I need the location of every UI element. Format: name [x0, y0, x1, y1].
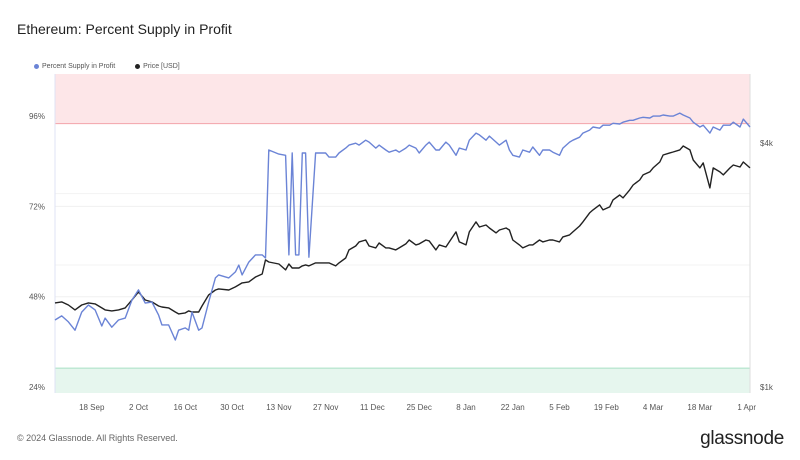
glassnode-logo[interactable]: glassnode — [700, 428, 784, 449]
y-left-tick-label: 72% — [29, 202, 45, 211]
x-tick-label: 30 Oct — [220, 403, 244, 412]
legend-label: Percent Supply in Profit — [42, 63, 116, 70]
x-tick-label: 16 Oct — [174, 403, 198, 412]
price-line — [54, 145, 751, 315]
x-tick-label: 25 Dec — [407, 403, 432, 412]
x-tick-label: 5 Feb — [549, 403, 570, 412]
x-tick-label: 18 Mar — [687, 403, 712, 412]
copyright: © 2024 Glassnode. All Rights Reserved. — [17, 433, 178, 443]
threshold-band — [55, 74, 750, 124]
x-tick-label: 2 Oct — [129, 403, 149, 412]
y-right-tick-label: $4k — [760, 139, 774, 148]
legend-item-price[interactable]: Price [USD] — [135, 63, 180, 70]
x-tick-label: 4 Mar — [643, 403, 664, 412]
x-tick-label: 13 Nov — [266, 403, 291, 412]
threshold-band — [55, 368, 750, 393]
y-left-tick-label: 96% — [29, 112, 45, 121]
x-tick-label: 1 Apr — [737, 403, 756, 412]
legend-dot-icon — [34, 63, 39, 69]
x-tick-label: 18 Sep — [79, 403, 105, 412]
x-tick-label: 11 Dec — [360, 403, 385, 412]
chart-title: Ethereum: Percent Supply in Profit — [17, 21, 232, 37]
x-tick-label: 19 Feb — [594, 403, 619, 412]
legend-item-supply[interactable]: Percent Supply in Profit — [34, 63, 115, 70]
y-left-tick-label: 48% — [29, 293, 45, 302]
x-tick-label: 8 Jan — [456, 403, 476, 412]
legend-label: Price [USD] — [143, 63, 180, 70]
y-left-tick-label: 24% — [29, 383, 45, 392]
x-tick-label: 22 Jan — [501, 403, 525, 412]
x-tick-label: 27 Nov — [313, 403, 338, 412]
legend-dot-icon — [135, 63, 141, 69]
y-right-tick-label: $1k — [760, 383, 774, 392]
percent-supply-line — [54, 112, 751, 341]
legend: Percent Supply in Profit Price [USD] — [34, 63, 180, 70]
